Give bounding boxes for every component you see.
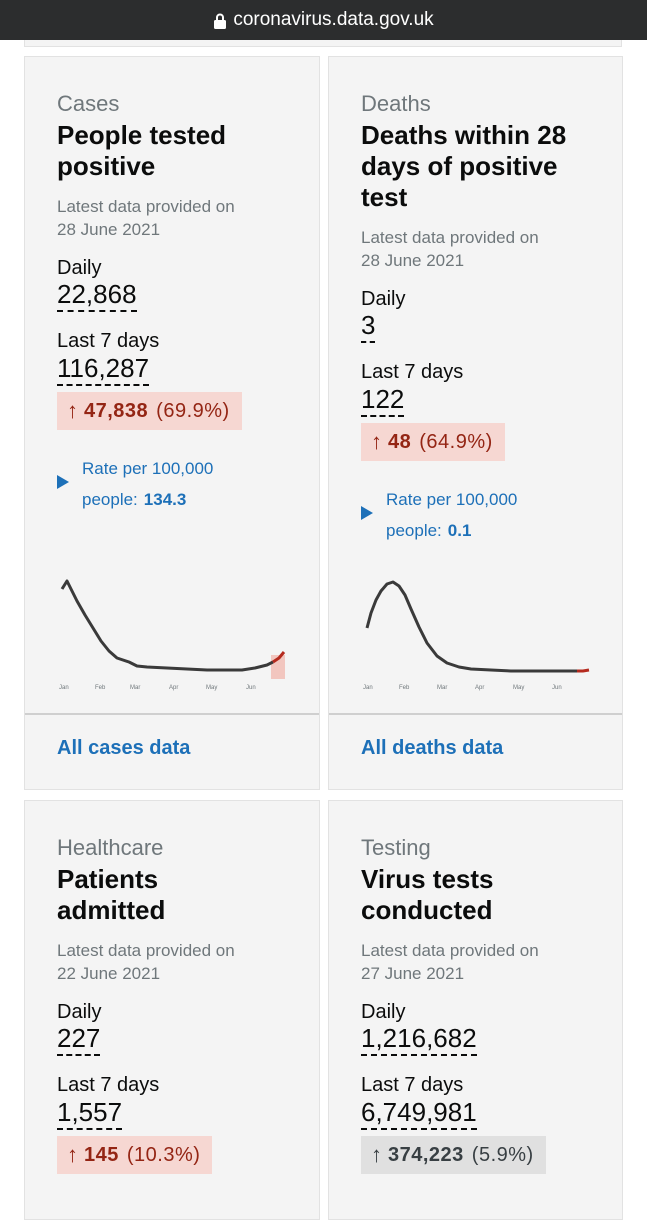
month-tick-jun: Jun [552, 685, 562, 691]
daily-value[interactable]: 3 [361, 310, 376, 343]
card-category: Testing [361, 835, 431, 860]
month-tick-apr: Apr [475, 685, 484, 691]
rate-label: Rate per 100,000 people: [82, 459, 214, 509]
rate-toggle[interactable]: Rate per 100,000 people: 0.1 [361, 484, 601, 546]
change-badge: ↑ 374,223 (5.9%) [361, 1136, 546, 1174]
card-title: Patients admitted [57, 864, 166, 925]
deaths-recent-line [577, 668, 590, 673]
rate-value: 0.1 [447, 521, 472, 540]
triangle-right-icon [361, 506, 373, 520]
daily-value[interactable]: 22,868 [57, 279, 137, 312]
card-category: Cases [57, 91, 120, 116]
card-testing: Testing Virus tests conducted Latest dat… [328, 800, 623, 1220]
url-text: coronavirus.data.gov.uk [233, 9, 434, 30]
daily-label: Daily [57, 1001, 102, 1023]
cases-sparkline: Jan Feb Mar Apr May Jun [59, 579, 286, 691]
card-title: People tested positive [57, 120, 227, 181]
week-value[interactable]: 122 [361, 384, 405, 417]
daily-label: Daily [361, 288, 406, 310]
arrow-up-icon: ↑ [67, 398, 78, 423]
change-percent: (69.9%) [156, 399, 230, 422]
rate-toggle[interactable]: Rate per 100,000 people: 134.3 [57, 453, 297, 515]
card-category: Deaths [361, 91, 431, 116]
daily-value[interactable]: 227 [57, 1023, 101, 1056]
change-value: 48 [388, 430, 412, 453]
change-percent: (64.9%) [419, 430, 493, 453]
month-tick-feb: Feb [399, 685, 410, 691]
browser-url-bar[interactable]: coronavirus.data.gov.uk [0, 0, 647, 40]
month-tick-feb: Feb [95, 685, 106, 691]
arrow-up-icon: ↑ [67, 1142, 78, 1167]
month-tick-apr: Apr [169, 685, 178, 691]
arrow-up-icon: ↑ [371, 429, 382, 454]
card-cases: Cases People tested positive Latest data… [24, 56, 320, 790]
change-value: 47,838 [84, 399, 149, 422]
month-tick-may: May [206, 685, 217, 691]
month-tick-may: May [513, 685, 524, 691]
cases-recent-line [272, 651, 286, 664]
rate-value: 134.3 [143, 490, 187, 509]
deaths-line [365, 580, 577, 673]
change-percent: (10.3%) [126, 1143, 201, 1166]
lock-icon [214, 13, 227, 29]
month-tick-mar: Mar [130, 685, 140, 691]
deaths-sparkline: Jan Feb Mar Apr May Jun [363, 580, 590, 691]
change-percent: (5.9%) [471, 1143, 534, 1166]
week-value[interactable]: 1,557 [57, 1097, 123, 1130]
rate-label: Rate per 100,000 people: [386, 490, 518, 540]
daily-label: Daily [361, 1001, 406, 1023]
daily-value[interactable]: 1,216,682 [361, 1023, 477, 1056]
card-divider [25, 713, 319, 715]
week-label: Last 7 days [361, 1074, 464, 1096]
week-label: Last 7 days [361, 361, 464, 383]
week-value[interactable]: 116,287 [57, 353, 150, 386]
cases-line [60, 579, 274, 672]
latest-data-text: Latest data provided on 28 June 2021 [361, 228, 539, 270]
change-badge: ↑ 47,838 (69.9%) [57, 392, 242, 430]
daily-label: Daily [57, 257, 102, 279]
card-category: Healthcare [57, 835, 164, 860]
card-healthcare: Healthcare Patients admitted Latest data… [24, 800, 320, 1220]
card-title: Deaths within 28 days of positive test [361, 120, 567, 212]
week-label: Last 7 days [57, 1074, 160, 1096]
triangle-right-icon [57, 475, 69, 489]
week-value[interactable]: 6,749,981 [361, 1097, 477, 1130]
change-badge: ↑ 145 (10.3%) [57, 1136, 213, 1174]
latest-data-text: Latest data provided on 22 June 2021 [57, 941, 235, 983]
card-divider [329, 713, 622, 715]
month-tick-jun: Jun [246, 685, 256, 691]
week-label: Last 7 days [57, 330, 160, 352]
all-deaths-link[interactable]: All deaths data [361, 737, 504, 759]
card-deaths: Deaths Deaths within 28 days of positive… [328, 56, 623, 790]
arrow-up-icon: ↑ [371, 1142, 382, 1167]
latest-data-text: Latest data provided on 27 June 2021 [361, 941, 539, 983]
all-cases-link[interactable]: All cases data [57, 737, 191, 759]
month-tick-jan: Jan [363, 685, 373, 691]
previous-card-edge [24, 40, 622, 47]
change-value: 374,223 [388, 1143, 464, 1166]
month-tick-mar: Mar [437, 685, 447, 691]
card-title: Virus tests conducted [361, 864, 494, 925]
month-tick-jan: Jan [59, 685, 69, 691]
latest-data-text: Latest data provided on 28 June 2021 [57, 197, 235, 239]
change-badge: ↑ 48 (64.9%) [361, 423, 505, 461]
change-value: 145 [84, 1143, 119, 1166]
